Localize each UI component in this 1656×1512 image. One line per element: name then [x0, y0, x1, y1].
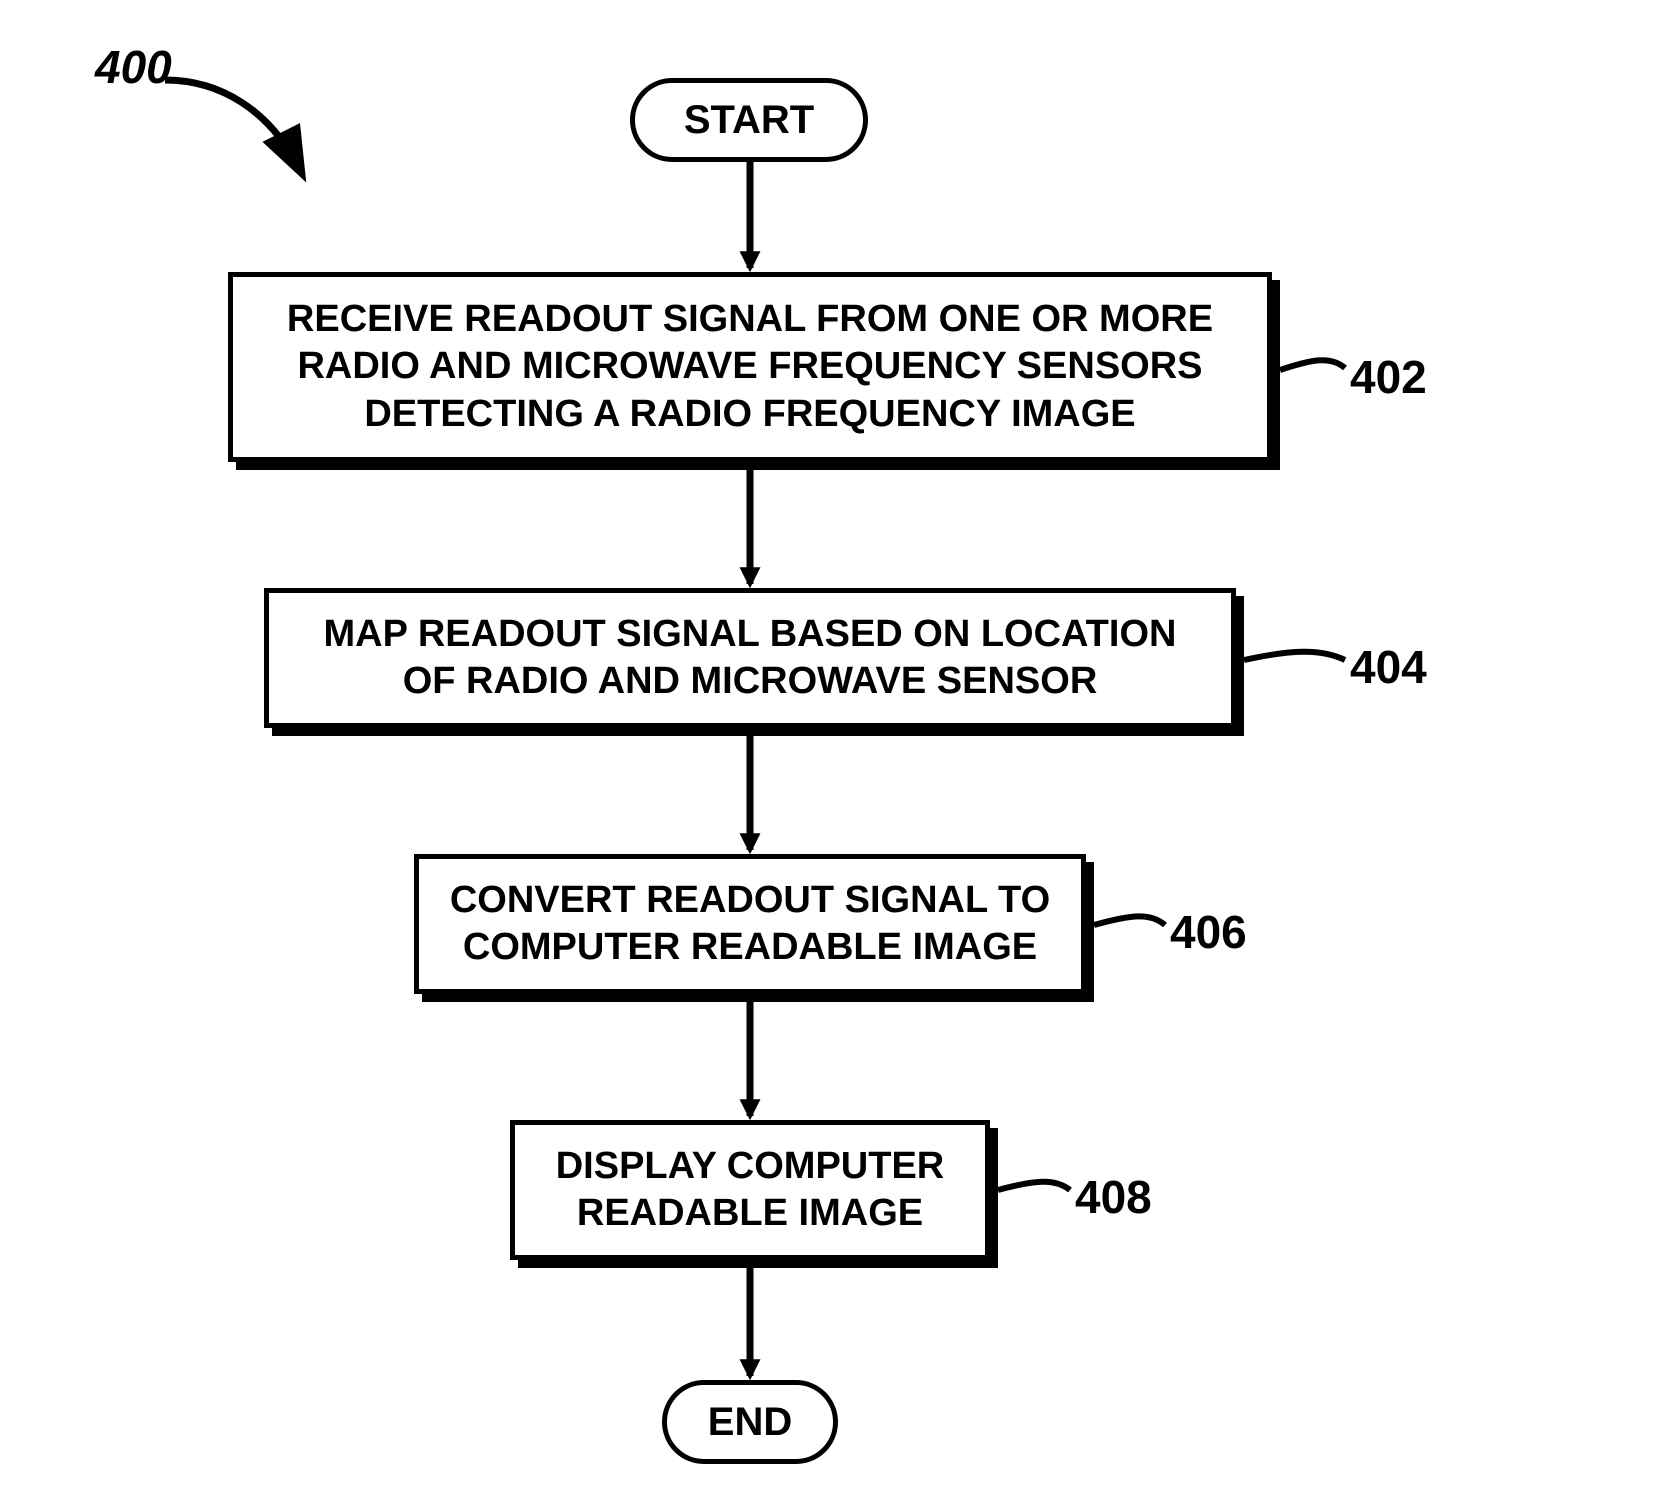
flow-arrows: [0, 0, 1656, 1512]
process-text: CONVERT READOUT SIGNAL TO COMPUTER READA…: [450, 877, 1050, 972]
process-box: DISPLAY COMPUTER READABLE IMAGE: [510, 1120, 990, 1260]
process-box: RECEIVE READOUT SIGNAL FROM ONE OR MORE …: [228, 272, 1272, 462]
flowchart-canvas: 400 START RECEIVE READOUT SIGNAL FROM ON…: [0, 0, 1656, 1512]
process-step-404: MAP READOUT SIGNAL BASED ON LOCATION OF …: [264, 588, 1236, 728]
process-step-408: DISPLAY COMPUTER READABLE IMAGE: [510, 1120, 990, 1260]
process-text: RECEIVE READOUT SIGNAL FROM ONE OR MORE …: [287, 296, 1213, 439]
process-text: MAP READOUT SIGNAL BASED ON LOCATION OF …: [324, 611, 1177, 706]
process-text: DISPLAY COMPUTER READABLE IMAGE: [556, 1143, 945, 1238]
process-step-402: RECEIVE READOUT SIGNAL FROM ONE OR MORE …: [228, 272, 1272, 462]
process-step-406: CONVERT READOUT SIGNAL TO COMPUTER READA…: [414, 854, 1086, 994]
process-box: MAP READOUT SIGNAL BASED ON LOCATION OF …: [264, 588, 1236, 728]
process-box: CONVERT READOUT SIGNAL TO COMPUTER READA…: [414, 854, 1086, 994]
